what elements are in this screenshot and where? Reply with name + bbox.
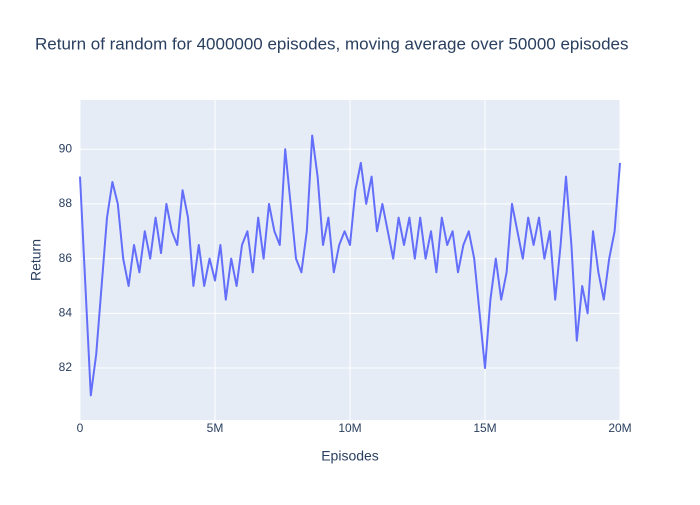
y-tick-label: 84 — [59, 306, 73, 320]
y-tick-label: 88 — [59, 196, 73, 210]
y-tick-label: 82 — [59, 360, 73, 374]
x-tick-label: 10M — [338, 421, 361, 435]
series-line — [79, 134, 621, 397]
x-tick-label: 15M — [473, 421, 496, 435]
y-tick-label: 86 — [59, 251, 73, 265]
y-tick-label: 90 — [59, 141, 73, 155]
chart-title: Return of random for 4000000 episodes, m… — [35, 34, 629, 53]
y-axis-label: Return — [28, 239, 44, 281]
x-tick-label: 20M — [608, 421, 631, 435]
x-axis-label: Episodes — [321, 448, 379, 464]
x-tick-label: 5M — [207, 421, 224, 435]
x-tick-label: 0 — [77, 421, 84, 435]
